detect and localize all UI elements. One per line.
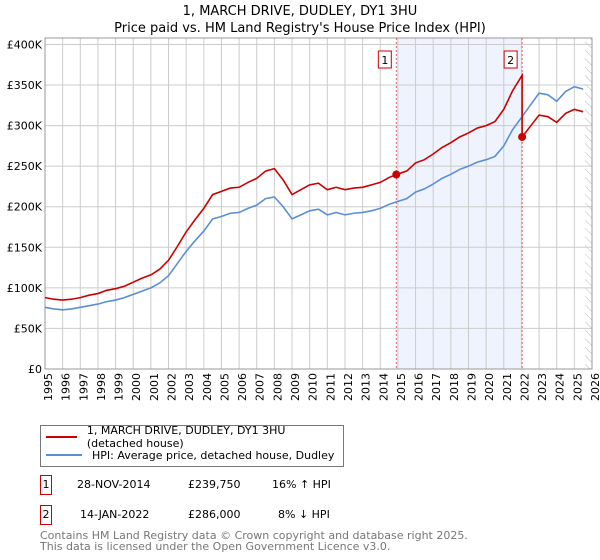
x-tick-label: 1999 [113, 373, 126, 401]
x-tick-label: 2004 [201, 373, 214, 401]
hpi-line [44, 85, 584, 311]
x-tick-label: 2011 [324, 373, 337, 401]
x-tick-label: 2010 [307, 373, 320, 401]
x-tick-label: 2012 [342, 373, 355, 401]
x-tick-label: 2007 [254, 373, 267, 401]
x-tick-label: 2002 [166, 373, 179, 401]
sale-date: 14-JAN-2022 [80, 508, 150, 521]
y-tick-label: £400K [7, 38, 43, 51]
legend-label-property: 1, MARCH DRIVE, DUDLEY, DY1 3HU (detache… [86, 424, 286, 450]
x-tick-label: 2020 [483, 373, 496, 401]
chart-subtitle: Price paid vs. HM Land Registry's House … [114, 21, 486, 36]
y-tick-label: £150K [7, 241, 43, 254]
x-tick-label: 2025 [571, 373, 584, 401]
x-tick-label: 1997 [77, 373, 90, 401]
legend-label-hpi: HPI: Average price, detached house, Dudl… [92, 448, 335, 462]
y-tick-label: £300K [7, 120, 43, 133]
x-tick-label: 2017 [430, 373, 443, 401]
x-tick-label: 2003 [183, 373, 196, 401]
sale-date: 28-NOV-2014 [77, 478, 151, 491]
sale-point [518, 132, 527, 141]
x-tick-label: 2005 [218, 373, 231, 401]
x-tick-label: 2022 [518, 373, 531, 401]
x-tick-label: 2015 [395, 373, 408, 401]
y-tick-label: £250K [7, 160, 43, 173]
x-tick-label: 2014 [377, 373, 390, 401]
legend-item-hpi: HPI: Average price, detached house, Dudl… [41, 447, 334, 463]
x-tick-label: 2000 [130, 373, 143, 401]
sale-marker-badge: 2 [40, 505, 52, 525]
x-tick-label: 2026 [589, 373, 600, 401]
legend: 1, MARCH DRIVE, DUDLEY, DY1 3HU (detache… [40, 424, 344, 467]
x-tick-label: 1996 [60, 373, 73, 401]
sale-marker-box [503, 50, 518, 69]
y-tick-label: £100K [7, 282, 43, 295]
property-price-line [44, 72, 584, 301]
legend-swatch-hpi [46, 454, 82, 456]
sale-point [392, 170, 401, 179]
x-tick-label: 2001 [148, 373, 161, 401]
chart-title: 1, MARCH DRIVE, DUDLEY, DY1 3HU [182, 4, 418, 19]
legend-swatch-property [46, 436, 77, 438]
x-tick-label: 2016 [413, 373, 426, 401]
x-tick-label: 1995 [42, 373, 55, 401]
forecast-hatch [584, 38, 592, 369]
y-tick-label: £200K [7, 201, 43, 214]
legend-item-property: 1, MARCH DRIVE, DUDLEY, DY1 3HU (detache… [41, 424, 343, 450]
sale-marker-label: 2 [507, 54, 514, 67]
x-tick-label: 2021 [501, 373, 514, 401]
x-tick-label: 2023 [536, 373, 549, 401]
x-tick-label: 2019 [465, 373, 478, 401]
x-tick-label: 2008 [271, 373, 284, 401]
sale-hpi-diff: 8% ↓ HPI [278, 508, 330, 521]
sale-marker-badge: 1 [40, 475, 52, 495]
x-tick-label: 2024 [554, 373, 567, 401]
sale-price: £239,750 [188, 478, 241, 491]
footer-line-1: Contains HM Land Registry data © Crown c… [40, 529, 468, 542]
sale-marker-box [377, 50, 392, 69]
x-tick-label: 1998 [95, 373, 108, 401]
footer: Contains HM Land Registry data © Crown c… [40, 530, 468, 552]
sale-price: £286,000 [188, 508, 241, 521]
price-chart: 1995 1996 1997 1998 1999 2000 2001 2002 2003 2004… [7, 37, 600, 401]
x-tick-label: 2009 [289, 373, 302, 401]
sale-hpi-diff: 16% ↑ HPI [272, 478, 331, 491]
y-tick-label: £0 [28, 363, 42, 376]
sale-marker-label: 1 [381, 54, 388, 67]
sale-period-shade [396, 38, 523, 369]
x-tick-label: 2018 [448, 373, 461, 401]
y-tick-label: £350K [7, 79, 43, 92]
x-tick-label: 2006 [236, 373, 249, 401]
footer-line-2: This data is licensed under the Open Gov… [40, 540, 391, 553]
x-tick-label: 2013 [360, 373, 373, 401]
plot-frame [44, 37, 593, 370]
y-tick-label: £50K [14, 322, 43, 335]
